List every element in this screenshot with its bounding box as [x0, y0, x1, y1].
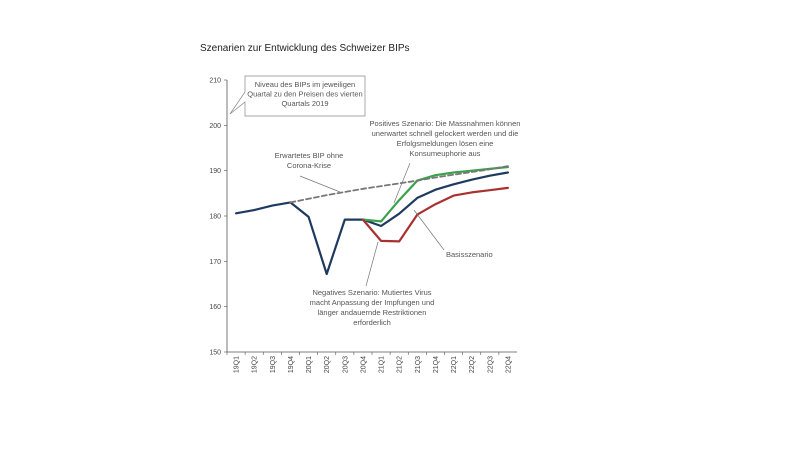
x-tick-label: 22Q1 — [451, 356, 458, 373]
annotation-niveau: Quartal zu den Preisen des vierten — [247, 90, 362, 99]
series-lines — [235, 165, 509, 276]
x-tick-label: 19Q3 — [270, 356, 277, 373]
y-tick-label: 190 — [209, 168, 221, 175]
y-tick-label: 150 — [209, 350, 221, 357]
annotation-ohne-corona: Erwartetes BIP ohne — [275, 151, 344, 160]
pointer-positiv — [393, 162, 411, 204]
x-tick-label: 19Q4 — [288, 356, 295, 373]
pointer-basis — [413, 209, 445, 251]
series-line-positiv — [361, 165, 509, 223]
callout-box-niveau — [229, 75, 366, 117]
annotation-niveau: Quartals 2019 — [281, 99, 328, 108]
x-tick-label: 19Q2 — [252, 356, 259, 373]
x-tick-label: 22Q3 — [487, 356, 494, 373]
y-axis-ticks: 150 160 170 180 190 200 210 — [209, 78, 227, 357]
x-tick-label: 20Q3 — [342, 356, 349, 373]
annotation-positiv: Positives Szenario: Die Massnahmen könne… — [370, 119, 521, 128]
annotation-positiv: unerwartet schnell gelockert werden und … — [372, 129, 519, 138]
chart-title: Szenarien zur Entwicklung des Schweizer … — [200, 43, 410, 54]
x-tick-label: 21Q3 — [415, 356, 422, 373]
x-tick-label: 22Q2 — [469, 356, 476, 373]
x-axis-ticks: 19Q1 19Q2 19Q3 19Q4 20Q1 20Q2 20Q3 20Q4 21Q1 21Q2… — [226, 352, 512, 373]
x-tick-label: 20Q2 — [324, 356, 331, 373]
y-tick-label: 200 — [209, 123, 221, 130]
series-line-negativ — [361, 186, 509, 243]
y-tick-label: 160 — [209, 304, 221, 311]
annotation-ohne-corona: Corona-Krise — [287, 161, 331, 170]
pointer-negativ — [365, 241, 379, 287]
x-tick-label: 21Q1 — [379, 356, 386, 373]
y-tick-label: 170 — [209, 259, 221, 266]
annotation-negativ: erforderlich — [353, 318, 391, 327]
annotation-positiv: Konsumeuphorie aus — [410, 149, 481, 158]
annotation-negativ: länger andauernde Restriktionen — [318, 308, 427, 317]
annotation-positiv: Erfolgsmeldungen lösen eine — [397, 139, 494, 148]
pointer-ohne-corona — [299, 175, 341, 193]
series-line-basis — [235, 171, 509, 276]
series-line-ohne_corona — [289, 165, 509, 204]
annotation-basis: Basisszenario — [446, 250, 493, 259]
x-tick-label: 21Q2 — [397, 356, 404, 373]
x-tick-label: 21Q4 — [433, 356, 440, 373]
x-tick-label: 20Q4 — [360, 356, 367, 373]
annotation-niveau: Niveau des BIPs im jeweiligen — [255, 80, 355, 89]
annotation-negativ: Negatives Szenario: Mutiertes Virus — [312, 288, 431, 297]
x-tick-label: 19Q1 — [234, 356, 241, 373]
x-tick-label: 20Q1 — [306, 356, 313, 373]
x-tick-label: 22Q4 — [505, 356, 512, 373]
y-tick-label: 180 — [209, 214, 221, 221]
annotation-negativ: macht Anpassung der Impfungen und — [310, 298, 435, 307]
y-tick-label: 210 — [209, 78, 221, 85]
